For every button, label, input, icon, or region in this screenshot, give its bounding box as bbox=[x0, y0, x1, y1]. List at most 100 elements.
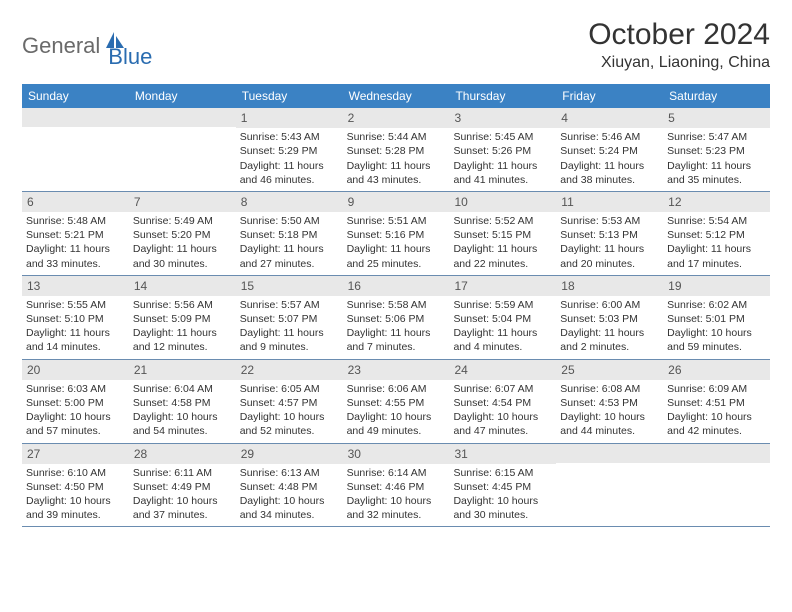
logo: General Blue bbox=[22, 22, 152, 70]
daylight-text: Daylight: 11 hours and 25 minutes. bbox=[347, 242, 446, 270]
day-cell-body: Sunrise: 5:52 AMSunset: 5:15 PMDaylight:… bbox=[449, 214, 556, 275]
date-number bbox=[663, 444, 770, 463]
sunrise-text: Sunrise: 5:52 AM bbox=[453, 214, 552, 228]
day-cell: 7Sunrise: 5:49 AMSunset: 5:20 PMDaylight… bbox=[129, 192, 236, 275]
day-cell: 29Sunrise: 6:13 AMSunset: 4:48 PMDayligh… bbox=[236, 444, 343, 527]
calendar-grid: SundayMondayTuesdayWednesdayThursdayFrid… bbox=[22, 84, 770, 527]
day-cell: 23Sunrise: 6:06 AMSunset: 4:55 PMDayligh… bbox=[343, 360, 450, 443]
sunrise-text: Sunrise: 6:15 AM bbox=[453, 466, 552, 480]
logo-text-blue: Blue bbox=[108, 44, 152, 70]
date-number: 28 bbox=[129, 444, 236, 464]
date-number: 19 bbox=[663, 276, 770, 296]
day-cell bbox=[663, 444, 770, 527]
sunset-text: Sunset: 5:26 PM bbox=[453, 144, 552, 158]
day-cell-body: Sunrise: 5:58 AMSunset: 5:06 PMDaylight:… bbox=[343, 298, 450, 359]
day-cell: 3Sunrise: 5:45 AMSunset: 5:26 PMDaylight… bbox=[449, 108, 556, 191]
day-cell: 13Sunrise: 5:55 AMSunset: 5:10 PMDayligh… bbox=[22, 276, 129, 359]
daylight-text: Daylight: 11 hours and 30 minutes. bbox=[133, 242, 232, 270]
day-cell: 6Sunrise: 5:48 AMSunset: 5:21 PMDaylight… bbox=[22, 192, 129, 275]
sunrise-text: Sunrise: 5:53 AM bbox=[560, 214, 659, 228]
day-header-thursday: Thursday bbox=[449, 84, 556, 108]
day-cell-body: Sunrise: 6:07 AMSunset: 4:54 PMDaylight:… bbox=[449, 382, 556, 443]
daylight-text: Daylight: 11 hours and 9 minutes. bbox=[240, 326, 339, 354]
sunrise-text: Sunrise: 6:07 AM bbox=[453, 382, 552, 396]
day-cell: 25Sunrise: 6:08 AMSunset: 4:53 PMDayligh… bbox=[556, 360, 663, 443]
day-header-saturday: Saturday bbox=[663, 84, 770, 108]
week-row: 13Sunrise: 5:55 AMSunset: 5:10 PMDayligh… bbox=[22, 276, 770, 360]
day-cell-body: Sunrise: 6:13 AMSunset: 4:48 PMDaylight:… bbox=[236, 466, 343, 527]
day-cell-body: Sunrise: 6:04 AMSunset: 4:58 PMDaylight:… bbox=[129, 382, 236, 443]
sunrise-text: Sunrise: 5:45 AM bbox=[453, 130, 552, 144]
page-title: October 2024 bbox=[588, 18, 770, 52]
daylight-text: Daylight: 11 hours and 41 minutes. bbox=[453, 159, 552, 187]
date-number: 13 bbox=[22, 276, 129, 296]
logo-text-general: General bbox=[22, 33, 100, 59]
sunset-text: Sunset: 4:57 PM bbox=[240, 396, 339, 410]
sunrise-text: Sunrise: 6:11 AM bbox=[133, 466, 232, 480]
day-cell: 19Sunrise: 6:02 AMSunset: 5:01 PMDayligh… bbox=[663, 276, 770, 359]
day-cell-body: Sunrise: 5:50 AMSunset: 5:18 PMDaylight:… bbox=[236, 214, 343, 275]
day-cell-body bbox=[22, 129, 129, 189]
sunrise-text: Sunrise: 5:54 AM bbox=[667, 214, 766, 228]
daylight-text: Daylight: 11 hours and 43 minutes. bbox=[347, 159, 446, 187]
sunrise-text: Sunrise: 6:05 AM bbox=[240, 382, 339, 396]
daylight-text: Daylight: 10 hours and 47 minutes. bbox=[453, 410, 552, 438]
sunset-text: Sunset: 4:48 PM bbox=[240, 480, 339, 494]
day-cell: 15Sunrise: 5:57 AMSunset: 5:07 PMDayligh… bbox=[236, 276, 343, 359]
sunset-text: Sunset: 5:28 PM bbox=[347, 144, 446, 158]
daylight-text: Daylight: 10 hours and 39 minutes. bbox=[26, 494, 125, 522]
date-number: 12 bbox=[663, 192, 770, 212]
day-cell-body: Sunrise: 5:57 AMSunset: 5:07 PMDaylight:… bbox=[236, 298, 343, 359]
day-cell-body bbox=[663, 465, 770, 525]
sunset-text: Sunset: 4:50 PM bbox=[26, 480, 125, 494]
sunset-text: Sunset: 5:09 PM bbox=[133, 312, 232, 326]
day-cell: 8Sunrise: 5:50 AMSunset: 5:18 PMDaylight… bbox=[236, 192, 343, 275]
date-number: 31 bbox=[449, 444, 556, 464]
day-cell: 11Sunrise: 5:53 AMSunset: 5:13 PMDayligh… bbox=[556, 192, 663, 275]
day-cell bbox=[129, 108, 236, 191]
day-cell-body: Sunrise: 5:45 AMSunset: 5:26 PMDaylight:… bbox=[449, 130, 556, 191]
day-cell-body: Sunrise: 6:11 AMSunset: 4:49 PMDaylight:… bbox=[129, 466, 236, 527]
sunset-text: Sunset: 5:10 PM bbox=[26, 312, 125, 326]
day-cell: 10Sunrise: 5:52 AMSunset: 5:15 PMDayligh… bbox=[449, 192, 556, 275]
daylight-text: Daylight: 10 hours and 44 minutes. bbox=[560, 410, 659, 438]
day-cell-body: Sunrise: 6:02 AMSunset: 5:01 PMDaylight:… bbox=[663, 298, 770, 359]
daylight-text: Daylight: 11 hours and 12 minutes. bbox=[133, 326, 232, 354]
day-cell-body: Sunrise: 5:49 AMSunset: 5:20 PMDaylight:… bbox=[129, 214, 236, 275]
sunrise-text: Sunrise: 5:47 AM bbox=[667, 130, 766, 144]
date-number bbox=[556, 444, 663, 463]
sunset-text: Sunset: 5:15 PM bbox=[453, 228, 552, 242]
title-block: October 2024 Xiuyan, Liaoning, China bbox=[588, 18, 770, 72]
page-header: General Blue October 2024 Xiuyan, Liaoni… bbox=[22, 18, 770, 72]
sunset-text: Sunset: 5:24 PM bbox=[560, 144, 659, 158]
day-cell-body: Sunrise: 5:46 AMSunset: 5:24 PMDaylight:… bbox=[556, 130, 663, 191]
day-cell bbox=[22, 108, 129, 191]
sunrise-text: Sunrise: 6:14 AM bbox=[347, 466, 446, 480]
day-cell-body: Sunrise: 6:10 AMSunset: 4:50 PMDaylight:… bbox=[22, 466, 129, 527]
day-cell: 22Sunrise: 6:05 AMSunset: 4:57 PMDayligh… bbox=[236, 360, 343, 443]
sunset-text: Sunset: 5:29 PM bbox=[240, 144, 339, 158]
daylight-text: Daylight: 11 hours and 35 minutes. bbox=[667, 159, 766, 187]
location-subtitle: Xiuyan, Liaoning, China bbox=[588, 54, 770, 72]
sunset-text: Sunset: 5:21 PM bbox=[26, 228, 125, 242]
date-number: 27 bbox=[22, 444, 129, 464]
sunrise-text: Sunrise: 5:46 AM bbox=[560, 130, 659, 144]
sunrise-text: Sunrise: 6:08 AM bbox=[560, 382, 659, 396]
daylight-text: Daylight: 11 hours and 7 minutes. bbox=[347, 326, 446, 354]
sunset-text: Sunset: 5:04 PM bbox=[453, 312, 552, 326]
sunrise-text: Sunrise: 5:55 AM bbox=[26, 298, 125, 312]
date-number: 5 bbox=[663, 108, 770, 128]
daylight-text: Daylight: 11 hours and 38 minutes. bbox=[560, 159, 659, 187]
day-cell: 9Sunrise: 5:51 AMSunset: 5:16 PMDaylight… bbox=[343, 192, 450, 275]
day-cell-body: Sunrise: 6:15 AMSunset: 4:45 PMDaylight:… bbox=[449, 466, 556, 527]
sunset-text: Sunset: 4:45 PM bbox=[453, 480, 552, 494]
daylight-text: Daylight: 11 hours and 14 minutes. bbox=[26, 326, 125, 354]
day-cell: 26Sunrise: 6:09 AMSunset: 4:51 PMDayligh… bbox=[663, 360, 770, 443]
day-cell-body: Sunrise: 6:08 AMSunset: 4:53 PMDaylight:… bbox=[556, 382, 663, 443]
day-cell-body: Sunrise: 5:55 AMSunset: 5:10 PMDaylight:… bbox=[22, 298, 129, 359]
daylight-text: Daylight: 10 hours and 57 minutes. bbox=[26, 410, 125, 438]
daylight-text: Daylight: 11 hours and 20 minutes. bbox=[560, 242, 659, 270]
sunrise-text: Sunrise: 6:10 AM bbox=[26, 466, 125, 480]
week-row: 20Sunrise: 6:03 AMSunset: 5:00 PMDayligh… bbox=[22, 360, 770, 444]
day-cell: 1Sunrise: 5:43 AMSunset: 5:29 PMDaylight… bbox=[236, 108, 343, 191]
